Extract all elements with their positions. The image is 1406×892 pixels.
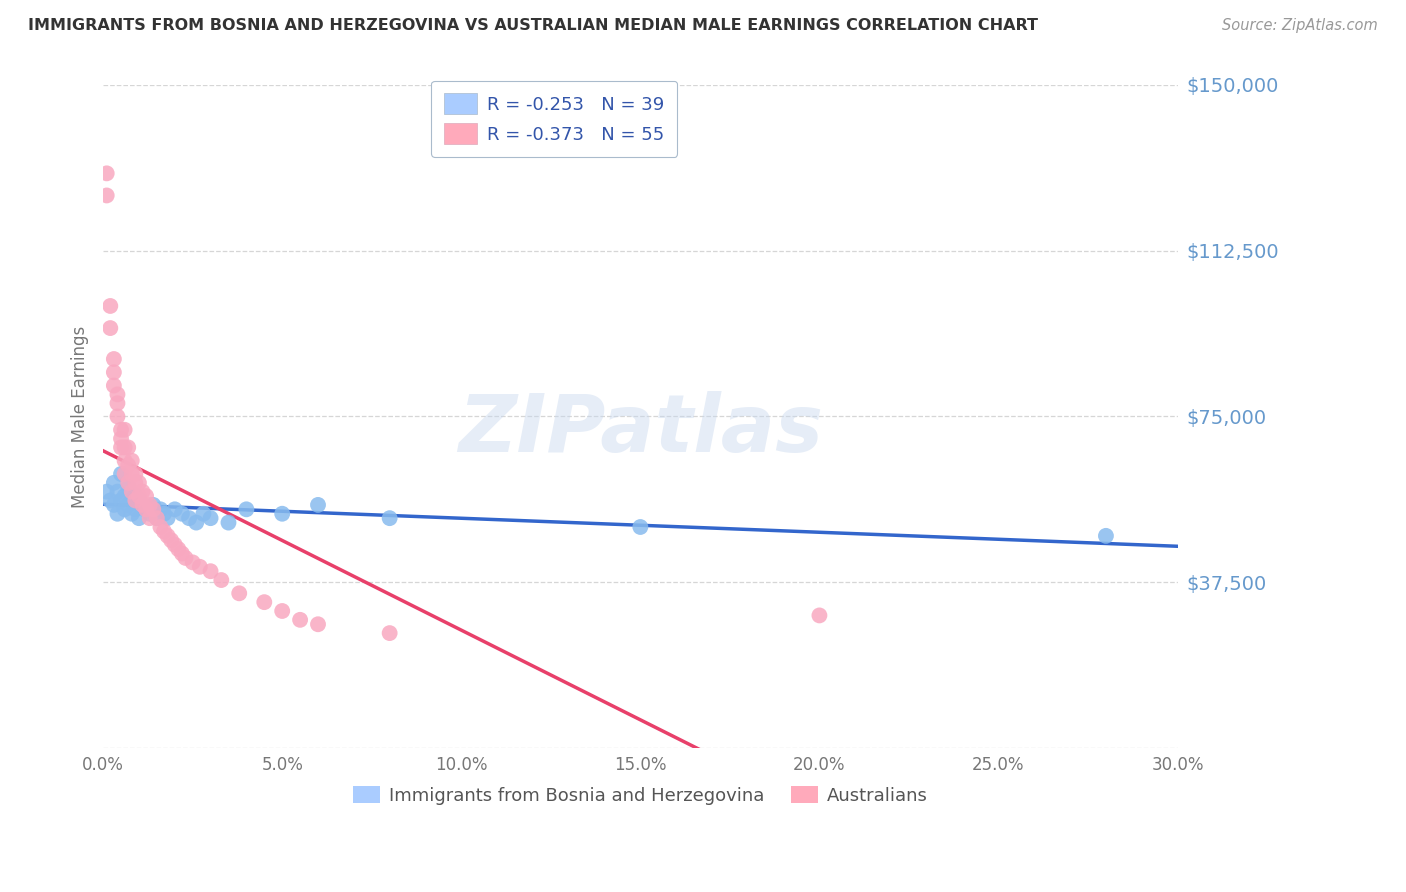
Point	[117, 458, 139, 472]
Point	[114, 423, 136, 437]
Point	[235, 502, 257, 516]
Point	[103, 378, 125, 392]
Point	[200, 511, 222, 525]
Point	[200, 564, 222, 578]
Point	[121, 467, 143, 481]
Point	[218, 516, 240, 530]
Point	[121, 453, 143, 467]
Point	[209, 573, 232, 587]
Point	[271, 604, 294, 618]
Point	[170, 507, 193, 521]
Point	[98, 321, 121, 335]
Point	[110, 493, 132, 508]
Point	[808, 608, 831, 623]
Point	[128, 475, 150, 490]
Point	[142, 502, 165, 516]
Text: IMMIGRANTS FROM BOSNIA AND HERZEGOVINA VS AUSTRALIAN MEDIAN MALE EARNINGS CORREL: IMMIGRANTS FROM BOSNIA AND HERZEGOVINA V…	[28, 18, 1038, 33]
Point	[149, 520, 172, 534]
Point	[124, 489, 146, 503]
Point	[163, 502, 186, 516]
Point	[188, 559, 211, 574]
Point	[628, 520, 651, 534]
Point	[124, 467, 146, 481]
Point	[128, 493, 150, 508]
Point	[160, 533, 183, 548]
Point	[253, 595, 276, 609]
Point	[96, 166, 118, 180]
Point	[142, 498, 165, 512]
Point	[271, 507, 294, 521]
Point	[98, 299, 121, 313]
Point	[124, 475, 146, 490]
Point	[307, 498, 329, 512]
Point	[228, 586, 250, 600]
Point	[103, 498, 125, 512]
Point	[307, 617, 329, 632]
Point	[146, 511, 169, 525]
Point	[138, 507, 160, 521]
Point	[193, 507, 215, 521]
Point	[114, 453, 136, 467]
Point	[186, 516, 208, 530]
Point	[170, 547, 193, 561]
Point	[167, 542, 190, 557]
Point	[107, 409, 129, 424]
Point	[131, 484, 153, 499]
Point	[96, 188, 118, 202]
Text: Source: ZipAtlas.com: Source: ZipAtlas.com	[1222, 18, 1378, 33]
Point	[135, 502, 157, 516]
Point	[288, 613, 311, 627]
Point	[124, 493, 146, 508]
Point	[135, 502, 157, 516]
Point	[177, 511, 200, 525]
Point	[103, 351, 125, 366]
Point	[98, 493, 121, 508]
Point	[107, 507, 129, 521]
Text: ZIPatlas: ZIPatlas	[458, 391, 823, 469]
Point	[153, 507, 176, 521]
Point	[181, 555, 204, 569]
Point	[124, 502, 146, 516]
Point	[149, 502, 172, 516]
Point	[107, 484, 129, 499]
Point	[110, 441, 132, 455]
Point	[96, 484, 118, 499]
Point	[138, 498, 160, 512]
Point	[135, 489, 157, 503]
Point	[156, 511, 179, 525]
Point	[114, 502, 136, 516]
Y-axis label: Median Male Earnings: Median Male Earnings	[72, 326, 89, 508]
Point	[378, 626, 401, 640]
Point	[121, 507, 143, 521]
Point	[163, 538, 186, 552]
Point	[114, 441, 136, 455]
Point	[131, 498, 153, 512]
Point	[146, 511, 169, 525]
Point	[138, 511, 160, 525]
Point	[117, 441, 139, 455]
Point	[1095, 529, 1118, 543]
Point	[107, 396, 129, 410]
Point	[128, 489, 150, 503]
Point	[121, 484, 143, 499]
Point	[110, 432, 132, 446]
Point	[103, 365, 125, 379]
Point	[103, 475, 125, 490]
Point	[110, 423, 132, 437]
Point	[107, 387, 129, 401]
Point	[117, 480, 139, 494]
Legend: Immigrants from Bosnia and Herzegovina, Australians: Immigrants from Bosnia and Herzegovina, …	[346, 780, 935, 812]
Point	[378, 511, 401, 525]
Point	[114, 467, 136, 481]
Point	[174, 551, 197, 566]
Point	[117, 475, 139, 490]
Point	[110, 467, 132, 481]
Point	[121, 493, 143, 508]
Point	[131, 498, 153, 512]
Point	[153, 524, 176, 539]
Point	[128, 511, 150, 525]
Point	[114, 489, 136, 503]
Point	[117, 498, 139, 512]
Point	[156, 529, 179, 543]
